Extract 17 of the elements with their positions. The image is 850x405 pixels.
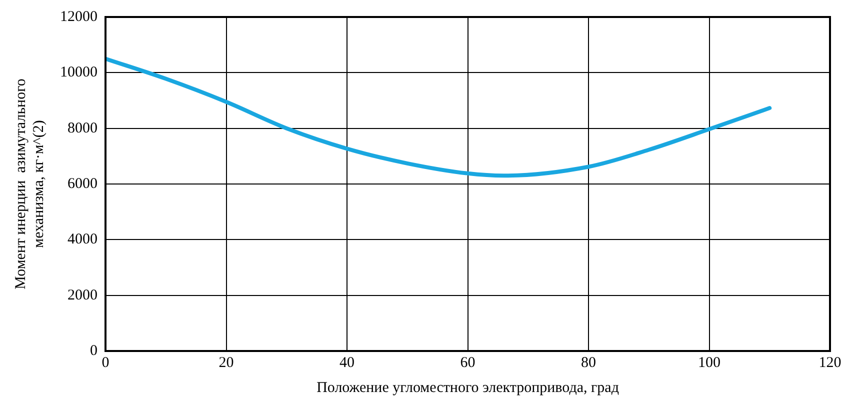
line-series [106, 56, 772, 178]
y-tick-label: 12000 [60, 8, 98, 25]
y-tick-label: 0 [90, 342, 98, 359]
x-tick-label: 120 [818, 354, 842, 371]
x-tick-label: 40 [340, 354, 354, 371]
x-tick-label: 60 [460, 354, 476, 371]
x-tick-label: 20 [218, 354, 234, 371]
y-tick-label: 8000 [68, 120, 98, 136]
y-tick-label: 4000 [68, 232, 98, 248]
x-tick-label: 100 [698, 354, 720, 371]
x-tick-label: 0 [102, 354, 110, 371]
y-tick-label: 6000 [68, 176, 98, 192]
x-tick-label: 80 [581, 354, 596, 371]
y-tick-label: 10000 [60, 64, 98, 81]
y-axis-title: Момент инерции азимутального механизма, кг·м^(2) [12, 78, 47, 290]
x-axis-title: Положение угломестного электропривода, град [316, 380, 620, 396]
y-tick-label: 2000 [68, 287, 98, 304]
